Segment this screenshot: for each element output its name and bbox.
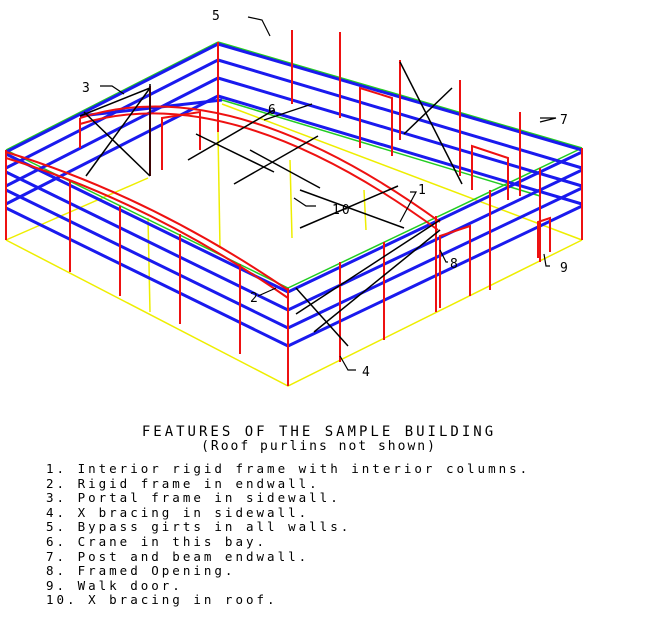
feature-item: 9. Walk door. [46, 577, 183, 593]
callout-9: 9 [560, 261, 570, 276]
x-bracing [79, 61, 463, 347]
callout-6: 6 [268, 103, 278, 118]
wall-girts [5, 42, 583, 348]
callout-4: 4 [362, 365, 372, 380]
caption-subtitle: (Roof purlins not shown) [201, 439, 437, 454]
callout-3: 3 [82, 81, 92, 96]
features-list: 1. Interior rigid frame with interior co… [0, 461, 648, 608]
callout-labels: 5 3 6 7 1 10 8 9 2 4 [82, 9, 570, 380]
features-caption: FEATURES OF THE SAMPLE BUILDING (Roof pu… [0, 424, 648, 608]
frames-columns [5, 30, 583, 386]
feature-item: 5. Bypass girts in all walls. [46, 519, 352, 535]
callout-5: 5 [212, 9, 222, 24]
feature-item: 2. Rigid frame in endwall. [46, 475, 320, 491]
callout-8: 8 [450, 257, 460, 272]
feature-item: 4. X bracing in sidewall. [46, 504, 310, 520]
feature-item: 3. Portal frame in sidewall. [46, 490, 341, 506]
callout-1: 1 [418, 183, 428, 198]
leader-lines [100, 16, 557, 371]
callout-7: 7 [560, 113, 570, 128]
building-diagram: 5 3 6 7 1 10 8 9 2 4 [5, 9, 583, 387]
feature-item: 7. Post and beam endwall. [46, 548, 310, 564]
callout-2: 2 [250, 291, 260, 306]
feature-item: 6. Crane in this bay. [46, 533, 268, 549]
feature-item: 10. X bracing in roof. [46, 592, 278, 608]
feature-item: 1. Interior rigid frame with interior co… [46, 461, 531, 476]
callout-10: 10 [332, 203, 352, 218]
caption-title: FEATURES OF THE SAMPLE BUILDING [141, 424, 497, 440]
feature-item: 8. Framed Opening. [46, 563, 236, 579]
